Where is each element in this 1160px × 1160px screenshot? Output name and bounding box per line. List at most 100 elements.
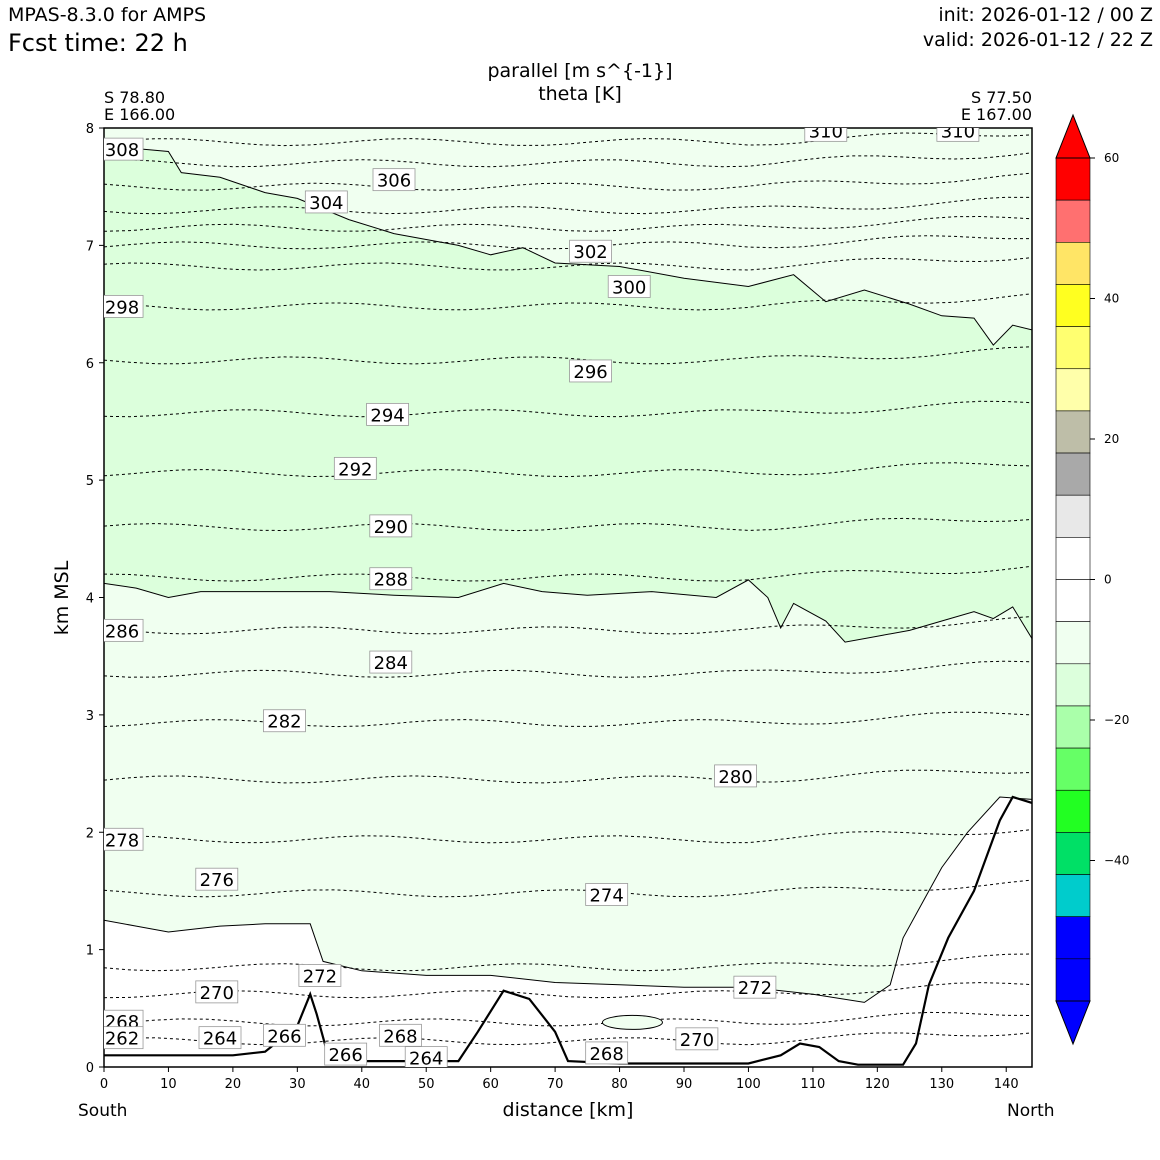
contour-label: 288 (369, 567, 413, 591)
contour-label-text: 262 (105, 1029, 139, 1050)
colorbar-band (1055, 326, 1091, 370)
colorbar-max-extend (1055, 113, 1091, 159)
contour-label-text: 304 (309, 193, 343, 214)
contour-label: 310 (804, 128, 848, 142)
contour-label-box (733, 975, 777, 999)
chart-title-theta: theta [K] (538, 83, 622, 105)
model-title: MPAS-8.3.0 for AMPS (8, 4, 207, 26)
contour-label-box (714, 764, 757, 788)
x-tick-label: 140 (994, 1077, 1019, 1092)
contour-label-text: 296 (573, 362, 607, 383)
x-tick-label: 10 (160, 1077, 177, 1092)
plot-area (103, 127, 1033, 1068)
contour-label-text: 276 (200, 870, 234, 891)
x-tick-label: 100 (736, 1077, 761, 1092)
contour-label-box (569, 359, 612, 383)
contour-label: 272 (298, 964, 342, 987)
contour-label: 268 (379, 1023, 422, 1047)
colorbar-band (1055, 832, 1091, 875)
contour-label-box (936, 128, 980, 142)
contour-label-box (369, 650, 413, 674)
contour-label-box (195, 980, 239, 1004)
contour-label: 272 (733, 975, 777, 999)
contour-label-box (675, 1027, 719, 1051)
contour-label-text: 272 (738, 978, 772, 999)
colorbar: 60 40 20 0 −20 −40 (1055, 113, 1129, 1046)
theta-contour-line (104, 346, 1032, 365)
x-tick-label: 30 (289, 1077, 306, 1092)
y-tick-label: 3 (86, 709, 94, 724)
y-tick-label: 8 (86, 122, 94, 137)
end-lon: E 167.00 (960, 105, 1032, 124)
x-axis-label: distance [km] (502, 1099, 634, 1121)
y-tick-label: 4 (86, 592, 94, 607)
contour-label-box (324, 1042, 368, 1066)
contour-label-text: 306 (377, 171, 411, 192)
contour-label-box (263, 709, 306, 733)
colorbar-band (1055, 410, 1091, 454)
x-tick-label: 0 (100, 1077, 108, 1092)
colorbar-band (1055, 874, 1091, 917)
contour-label-box (263, 1023, 306, 1047)
contour-label-text: 302 (573, 242, 607, 263)
y-axis: 0 1 2 3 4 5 6 7 8 (86, 122, 104, 1076)
contour-label-text: 294 (370, 405, 404, 426)
contour-label-box (104, 295, 144, 318)
theta-contour-line (104, 953, 1032, 972)
end-point-coords: S 77.50 E 167.00 (961, 89, 1032, 123)
contour-label-box (333, 456, 377, 480)
colorbar-band (1055, 663, 1091, 707)
contour-label-text: 292 (338, 459, 372, 480)
contour-label-box (104, 618, 144, 642)
y-tick-label: 7 (86, 239, 94, 254)
colorbar-min-extend (1055, 1000, 1091, 1046)
plot-fills (104, 128, 1032, 1067)
y-tick-label: 1 (86, 944, 94, 959)
colorbar-band (1055, 747, 1091, 791)
theta-contour-line (104, 879, 1032, 898)
contour-label-text: 298 (105, 297, 139, 318)
contour-label-text: 264 (203, 1029, 237, 1050)
contour-label-text: 266 (328, 1045, 362, 1066)
contour-label-text: 310 (941, 121, 975, 142)
contour-label: 304 (304, 190, 348, 214)
north-end-label: North (1007, 1101, 1055, 1121)
contour-label: 270 (195, 980, 239, 1004)
x-tick-label: 90 (676, 1077, 693, 1092)
contour-label-text: 268 (589, 1044, 623, 1065)
contour-label-box (569, 239, 612, 263)
forecast-time: Fcst time: 22 h (8, 29, 188, 57)
contour-label-box (195, 867, 239, 891)
theta-contour-line (104, 711, 1032, 728)
x-axis: 0 10 20 30 40 50 60 70 80 90 100 110 120 130 140 (100, 1067, 1019, 1092)
contour-label: 264 (198, 1026, 242, 1050)
contour-label-text: 266 (267, 1026, 301, 1047)
colorbar-band (1055, 199, 1091, 243)
contour-label-box (404, 1046, 448, 1067)
x-tick-label: 40 (354, 1077, 371, 1092)
contour-label-text: 278 (105, 830, 139, 851)
theta-contour-line (104, 215, 1032, 232)
contour-label-text: 300 (612, 277, 646, 298)
contour-label-box (104, 827, 144, 851)
contour-label: 266 (324, 1042, 368, 1066)
colorbar-band (1055, 537, 1091, 580)
contour-label: 284 (369, 650, 413, 674)
theta-contour-line (104, 400, 1032, 418)
y-tick-label: 2 (86, 826, 94, 841)
contour-label-text: 286 (105, 621, 139, 642)
contour-label: 294 (366, 402, 409, 426)
y-tick-label: 5 (86, 474, 94, 489)
start-lon: E 166.00 (104, 105, 176, 124)
colorbar-band (1055, 705, 1091, 749)
contour-label-text: 264 (409, 1049, 443, 1070)
colorbar-tick-label: 20 (1104, 432, 1119, 446)
colorbar-band (1055, 621, 1091, 665)
y-tick-label: 0 (86, 1061, 94, 1076)
theta-contour-line (104, 517, 1032, 532)
contour-label-text: 272 (303, 966, 337, 987)
contour-label: 298 (104, 295, 144, 318)
contour-label: 290 (369, 514, 413, 538)
